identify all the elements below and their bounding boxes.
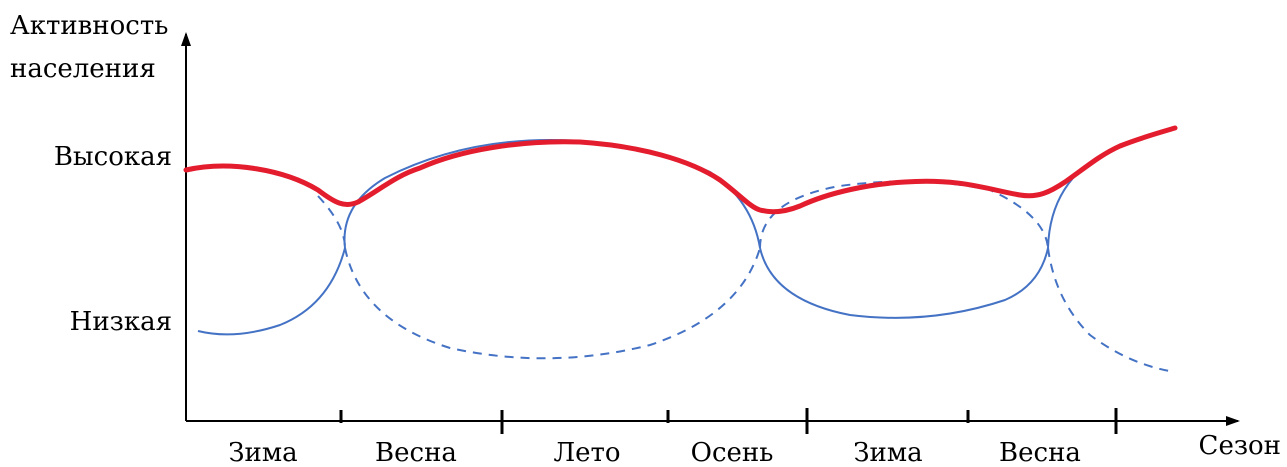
y-axis-title-line1: Активность bbox=[10, 11, 168, 41]
summer-curve-dashed bbox=[344, 247, 761, 360]
x-axis-ticks bbox=[339, 408, 1118, 434]
x-axis-title: Сезон bbox=[1199, 431, 1281, 461]
winter-curve-dashed bbox=[317, 195, 346, 249]
total-activity-curve bbox=[183, 125, 1178, 215]
winter2-curve-solid bbox=[759, 247, 1049, 319]
y-level-low: Низкая bbox=[70, 307, 172, 337]
season-label: Зима bbox=[228, 438, 297, 467]
spring2-curve-dashed bbox=[1047, 247, 1176, 373]
season-label: Лето bbox=[553, 438, 620, 467]
season-label: Осень bbox=[691, 438, 774, 467]
season-label: Зима bbox=[853, 438, 922, 467]
y-axis-title-line2: населения bbox=[10, 54, 156, 84]
spring2-curve-solid bbox=[1047, 129, 1173, 249]
season-label: Весна bbox=[375, 438, 457, 467]
summer-curve-solid bbox=[343, 138, 761, 249]
season-label: Весна bbox=[999, 438, 1081, 467]
y-level-high: Высокая bbox=[54, 142, 172, 172]
winter-curve-solid bbox=[197, 247, 346, 336]
